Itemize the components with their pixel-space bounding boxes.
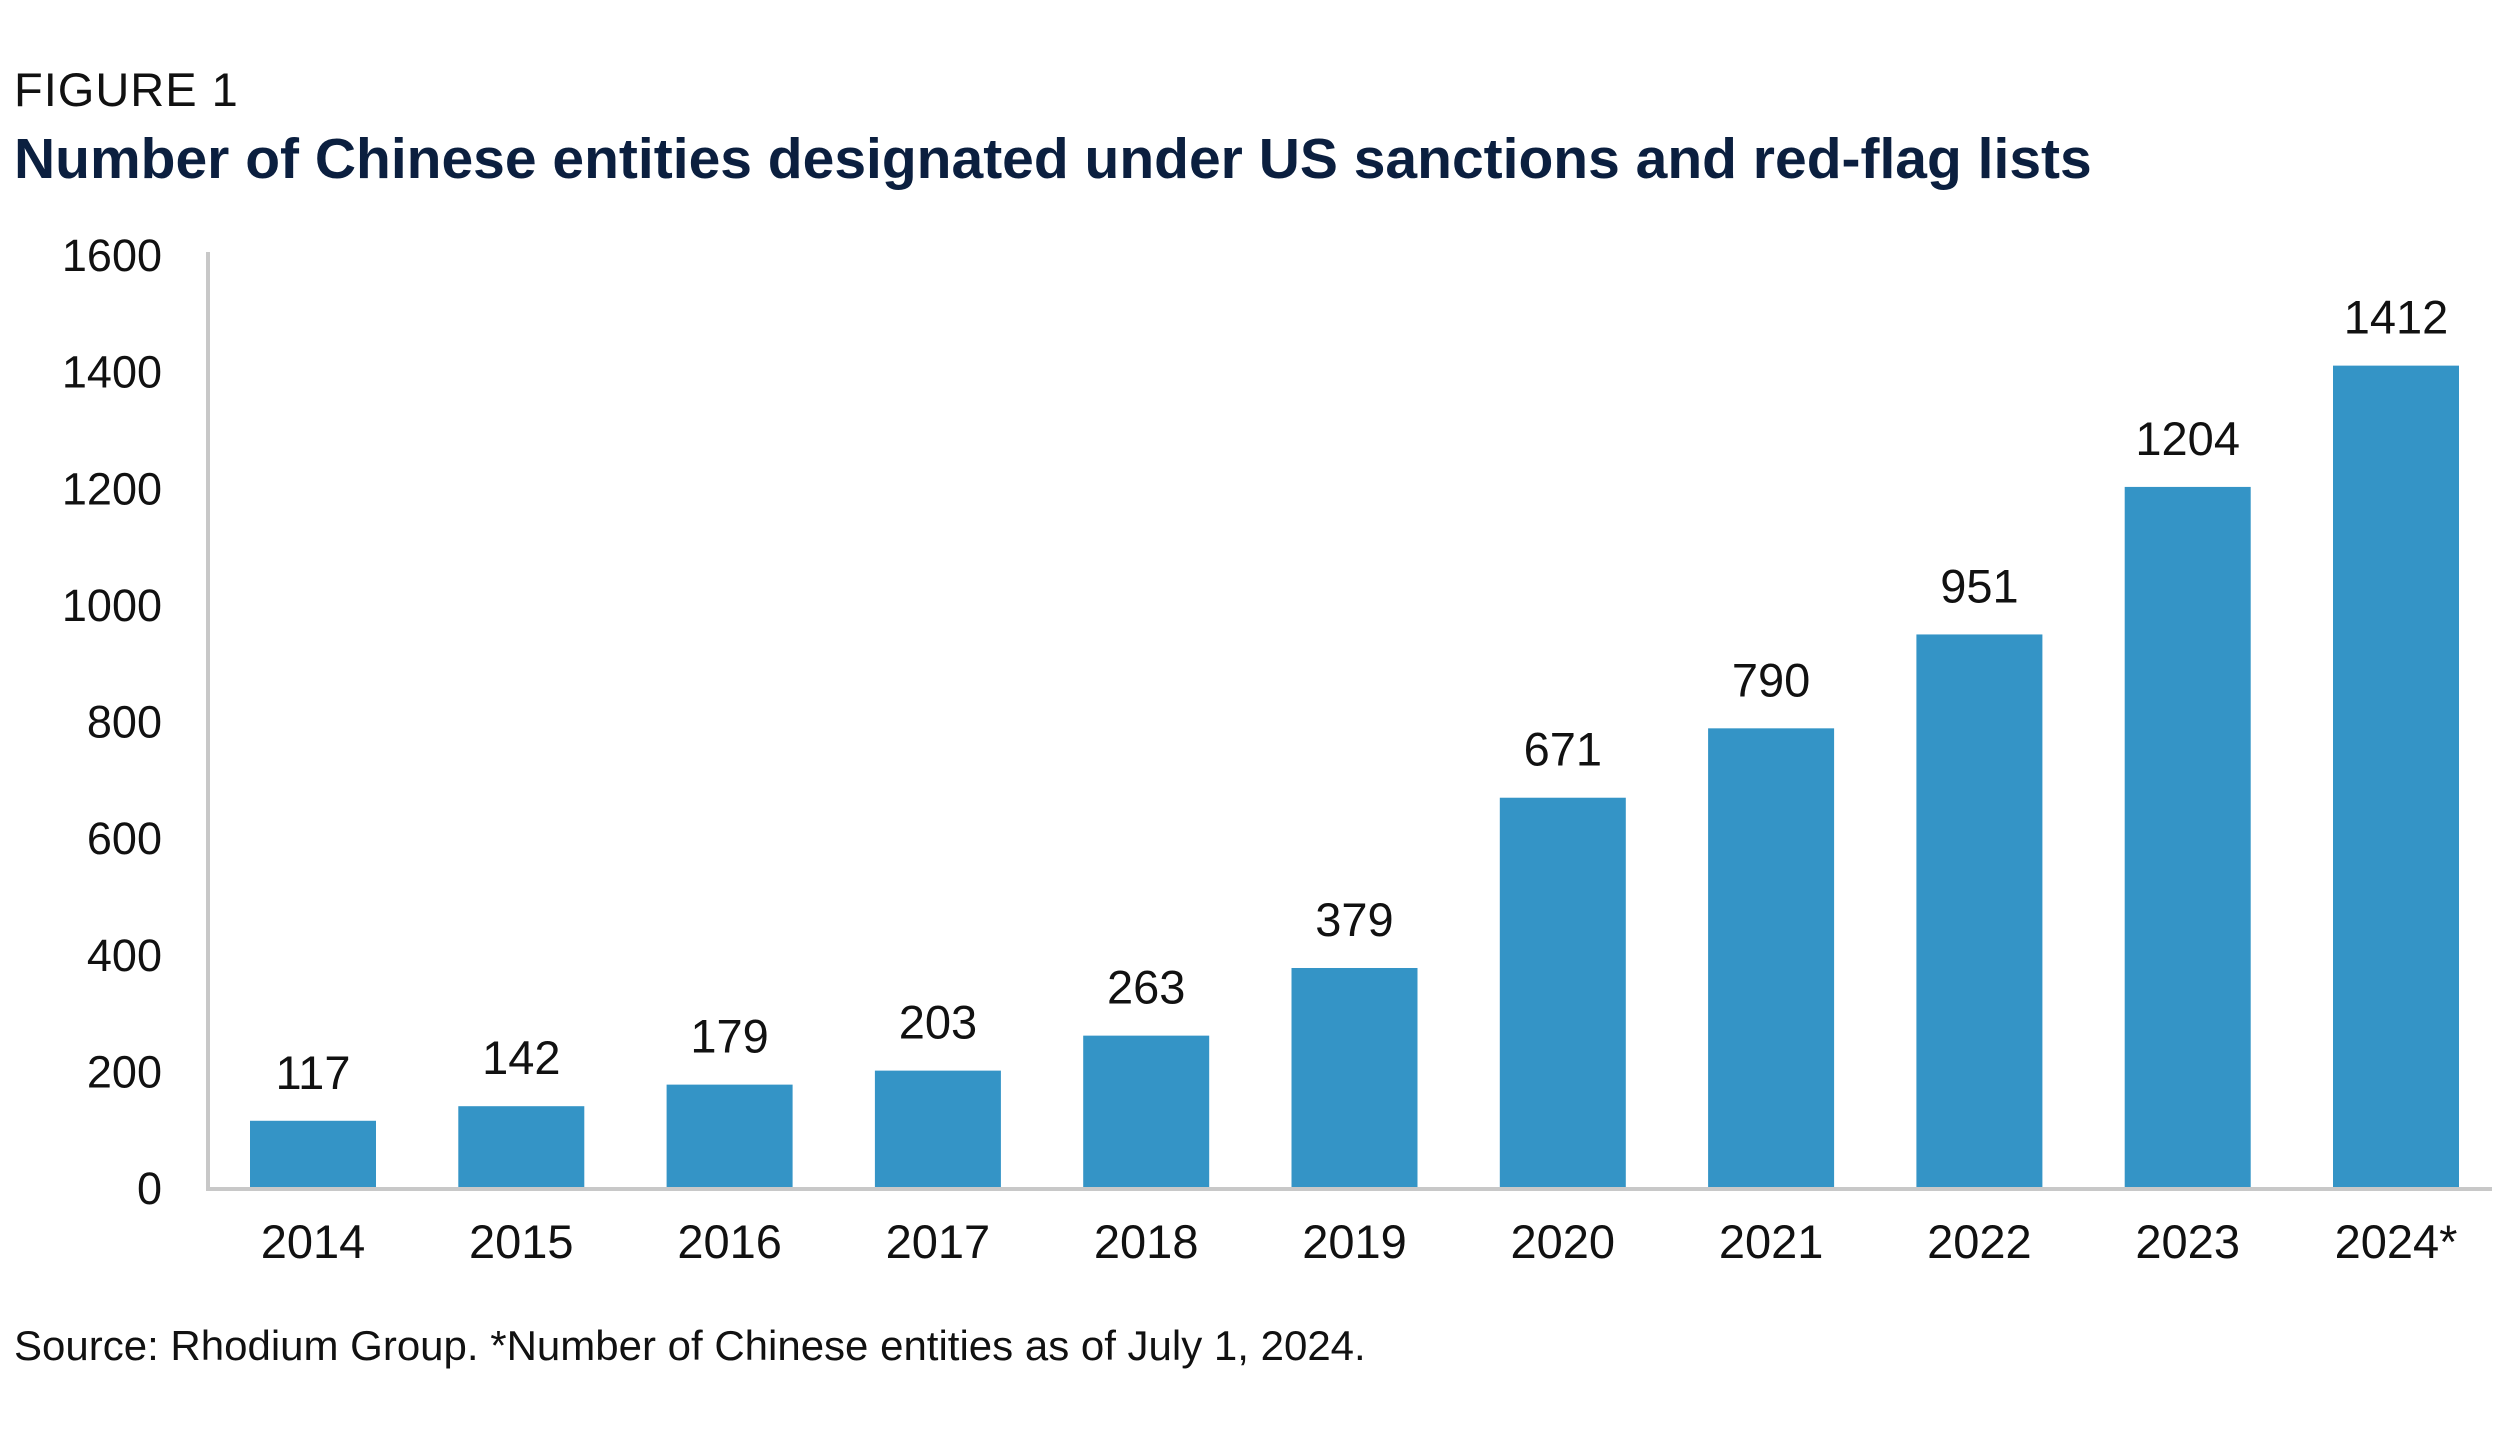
data-label: 179	[690, 1010, 768, 1063]
bar-2023	[2124, 486, 2251, 1190]
bar-2022	[1916, 634, 2043, 1189]
bar-2024	[2333, 365, 2459, 1189]
x-tick-label: 2019	[1302, 1215, 1407, 1268]
chart-title: Number of Chinese entities designated un…	[14, 127, 2092, 191]
x-tick-label: 2021	[1719, 1215, 1824, 1268]
x-tick-label: 2014	[261, 1215, 366, 1268]
y-tick-label: 800	[87, 697, 162, 748]
x-tick-label: 2016	[677, 1215, 782, 1268]
y-tick-label: 0	[137, 1163, 162, 1214]
bar-2015	[458, 1106, 585, 1189]
figure-label: FIGURE 1	[14, 63, 239, 116]
bar-2021	[1708, 728, 1835, 1189]
bar-2018	[1083, 1035, 1210, 1189]
bar-2019	[1291, 967, 1418, 1189]
x-tick-label: 2022	[1927, 1215, 2032, 1268]
data-label: 142	[482, 1031, 560, 1084]
data-label: 1412	[2344, 291, 2449, 344]
x-tick-label: 2024*	[2335, 1215, 2458, 1268]
x-tick-label: 2017	[886, 1215, 991, 1268]
y-tick-label: 1400	[62, 347, 162, 398]
y-tick-label: 400	[87, 930, 162, 981]
y-tick-label: 600	[87, 813, 162, 864]
bar-2020	[1499, 797, 1626, 1189]
data-label: 951	[1940, 559, 2018, 612]
bar-2014	[250, 1120, 376, 1189]
data-label: 790	[1732, 653, 1810, 706]
data-label: 1204	[2135, 412, 2240, 465]
data-label: 263	[1107, 961, 1185, 1014]
y-tick-label: 1000	[62, 580, 162, 631]
data-label: 379	[1315, 893, 1393, 946]
source-note: Source: Rhodium Group. *Number of Chines…	[14, 1322, 1366, 1369]
y-tick-label: 1600	[62, 230, 162, 281]
data-label: 671	[1524, 723, 1602, 776]
y-tick-label: 1200	[62, 463, 162, 514]
data-label: 117	[276, 1046, 351, 1099]
x-tick-label: 2015	[469, 1215, 574, 1268]
x-tick-label: 2023	[2135, 1215, 2240, 1268]
x-tick-label: 2018	[1094, 1215, 1199, 1268]
bar-2017	[874, 1070, 1001, 1189]
y-tick-label: 200	[87, 1046, 162, 1097]
x-tick-label: 2020	[1511, 1215, 1616, 1268]
bar-2016	[666, 1084, 793, 1189]
data-label: 203	[899, 996, 977, 1049]
